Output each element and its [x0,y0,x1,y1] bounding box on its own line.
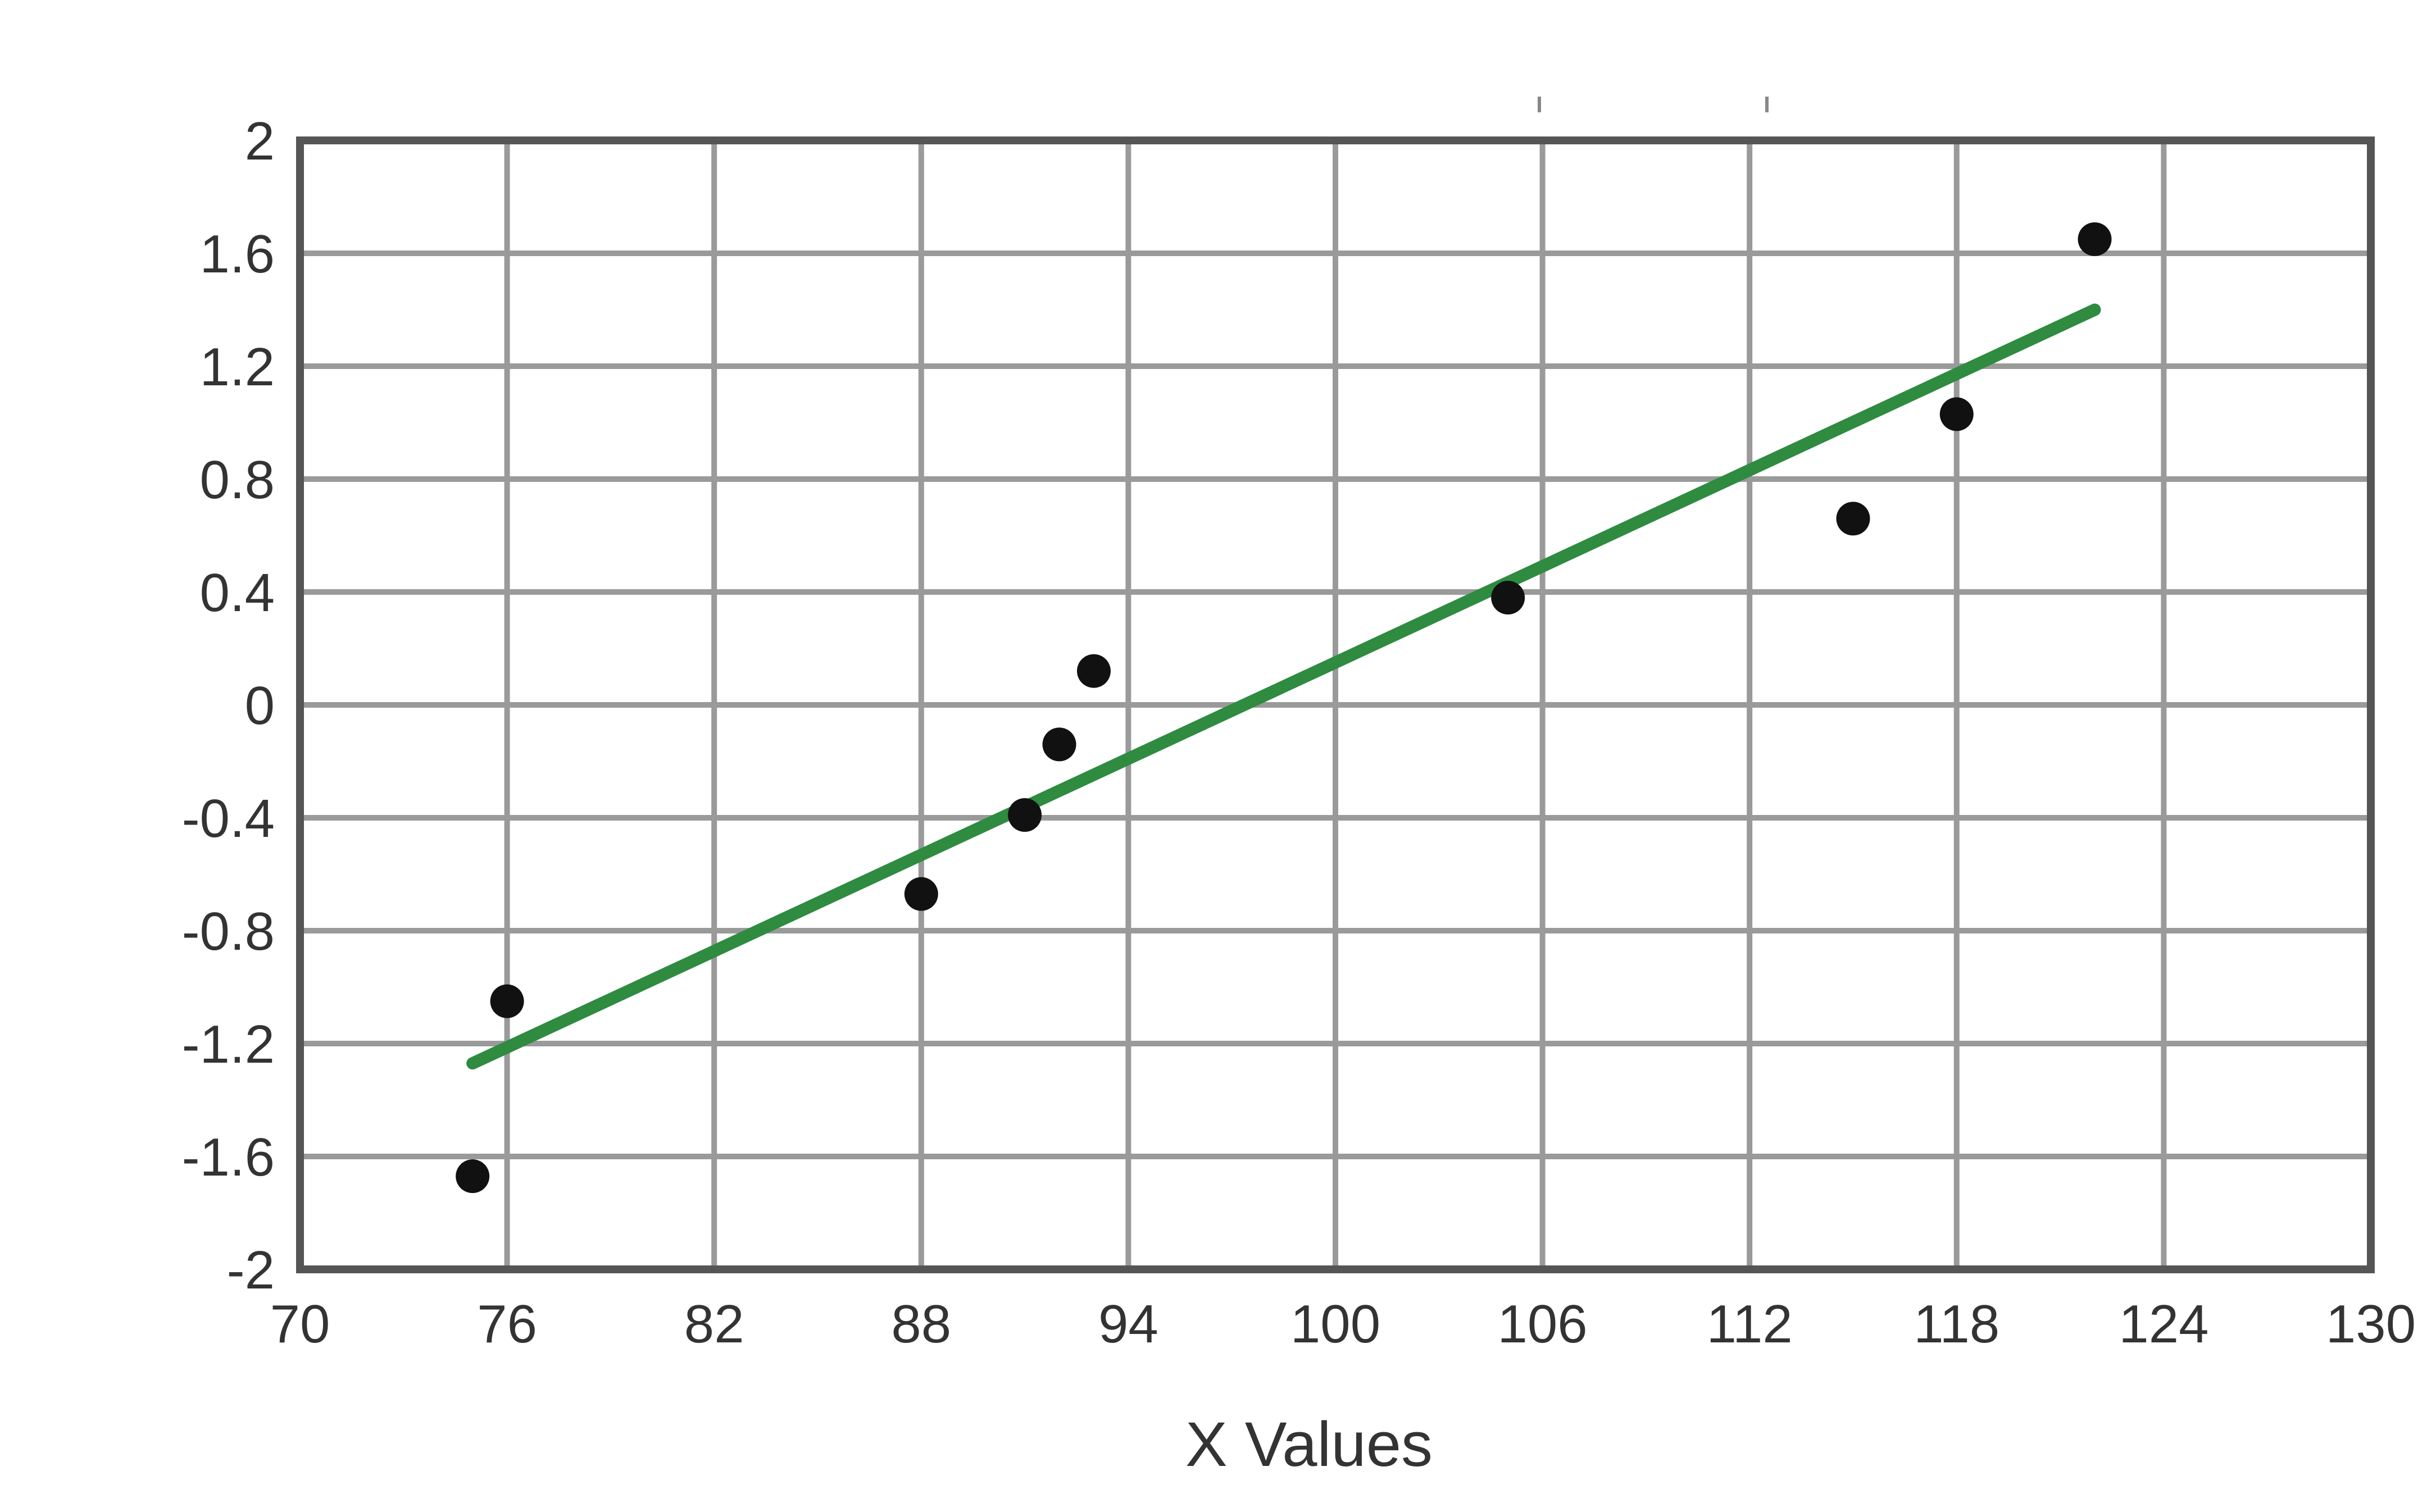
y-tick-label: 2 [245,111,275,171]
trend-line [466,303,2101,1070]
x-tick-label: 94 [1098,1294,1158,1354]
data-point [1491,581,1525,615]
y-tick-labels: 2 1.6 1.2 0.8 0.4 0 -0.4 -0.8 -1.2 -1.6 -2 [182,111,275,1300]
y-tick-label: 1.2 [200,337,275,397]
y-tick-label: -2 [227,1240,275,1300]
data-point [1076,654,1111,688]
x-tick-label: 76 [477,1294,537,1354]
x-tick-label: 124 [2119,1294,2208,1354]
data-point [1008,798,1042,832]
data-point [1042,727,1076,762]
y-tick-label: 1.6 [200,224,275,284]
x-tick-label: 82 [684,1294,744,1354]
x-tick-label: 112 [1707,1294,1793,1354]
y-tick-label: -0.4 [182,789,275,849]
x-tick-label: 130 [2326,1294,2416,1354]
data-series [456,222,2112,1194]
y-tick-label: -1.6 [182,1127,275,1187]
y-tick-label: -0.8 [182,901,275,962]
data-point [456,1159,490,1194]
x-axis-title: X Values [1185,1409,1433,1479]
top-tick-marks [1538,97,1769,112]
x-tick-label: 118 [1914,1294,1999,1354]
data-point [1939,397,1974,431]
y-tick-label: 0.4 [200,563,275,623]
data-point [904,877,938,911]
data-point [490,984,524,1018]
y-tick-label: 0 [245,676,275,736]
y-tick-label: 0.8 [200,450,275,510]
x-tick-label: 100 [1290,1294,1380,1354]
data-point [1836,502,1870,536]
plot-area-frame [296,136,2375,1273]
data-point [2078,222,2112,256]
x-tick-label: 88 [891,1294,951,1354]
x-tick-label: 106 [1498,1294,1588,1354]
x-tick-label: 70 [270,1294,330,1354]
grid [297,138,2374,1272]
x-tick-labels: 70 76 82 88 94 100 106 112 118 124 130 [270,1294,2416,1354]
y-tick-label: -1.2 [182,1014,275,1074]
